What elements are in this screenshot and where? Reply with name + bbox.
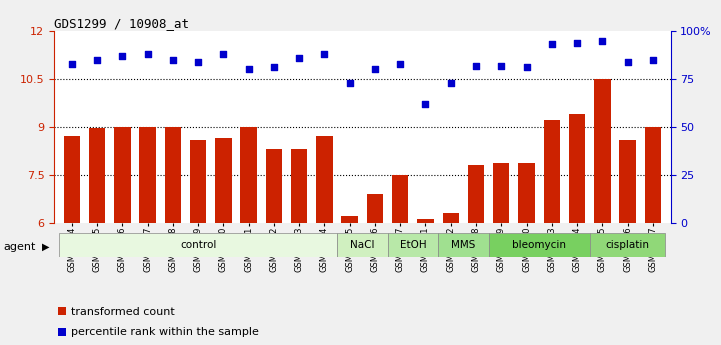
Point xyxy=(243,67,255,72)
Bar xyxy=(139,127,156,223)
Point xyxy=(622,59,633,65)
Point xyxy=(571,40,583,45)
Point xyxy=(319,51,330,57)
Point xyxy=(470,63,482,68)
Point xyxy=(344,80,355,86)
Text: MMS: MMS xyxy=(451,240,476,250)
Bar xyxy=(518,164,535,223)
Bar xyxy=(59,233,337,257)
Bar xyxy=(594,79,611,223)
Point xyxy=(647,57,658,62)
Point xyxy=(420,101,431,107)
Bar xyxy=(114,127,131,223)
Bar xyxy=(544,120,560,223)
Point xyxy=(117,53,128,59)
Point xyxy=(193,59,204,65)
Bar xyxy=(619,139,636,223)
Bar xyxy=(417,219,433,223)
Text: transformed count: transformed count xyxy=(71,307,174,316)
Point xyxy=(445,80,456,86)
Bar xyxy=(489,233,590,257)
Point xyxy=(92,57,103,62)
Bar xyxy=(569,114,585,223)
Bar xyxy=(468,165,485,223)
Text: bleomycin: bleomycin xyxy=(512,240,566,250)
Point xyxy=(495,63,507,68)
Bar xyxy=(291,149,307,223)
Bar xyxy=(388,233,438,257)
Text: ▶: ▶ xyxy=(42,242,49,252)
Text: percentile rank within the sample: percentile rank within the sample xyxy=(71,327,259,337)
Bar xyxy=(337,233,388,257)
Text: NaCl: NaCl xyxy=(350,240,374,250)
Bar xyxy=(190,139,206,223)
Text: cisplatin: cisplatin xyxy=(606,240,650,250)
Bar xyxy=(89,128,105,223)
Point xyxy=(167,57,179,62)
Bar xyxy=(367,194,383,223)
Point xyxy=(66,61,78,66)
Bar xyxy=(392,175,408,223)
Bar xyxy=(240,127,257,223)
Bar xyxy=(215,138,231,223)
Bar xyxy=(590,233,665,257)
Bar xyxy=(645,127,661,223)
Text: control: control xyxy=(180,240,216,250)
Bar xyxy=(317,136,332,223)
Point xyxy=(394,61,406,66)
Bar xyxy=(438,233,489,257)
Text: EtOH: EtOH xyxy=(399,240,426,250)
Bar xyxy=(265,149,282,223)
Text: GDS1299 / 10908_at: GDS1299 / 10908_at xyxy=(54,17,189,30)
Point xyxy=(546,42,557,47)
Point xyxy=(369,67,381,72)
Bar xyxy=(164,127,181,223)
Bar xyxy=(443,213,459,223)
Point xyxy=(293,55,305,61)
Point xyxy=(218,51,229,57)
Bar xyxy=(63,136,80,223)
Bar xyxy=(342,216,358,223)
Bar xyxy=(493,164,510,223)
Point xyxy=(596,38,608,43)
Point xyxy=(268,65,280,70)
Point xyxy=(521,65,532,70)
Point xyxy=(142,51,154,57)
Text: agent: agent xyxy=(4,242,36,252)
